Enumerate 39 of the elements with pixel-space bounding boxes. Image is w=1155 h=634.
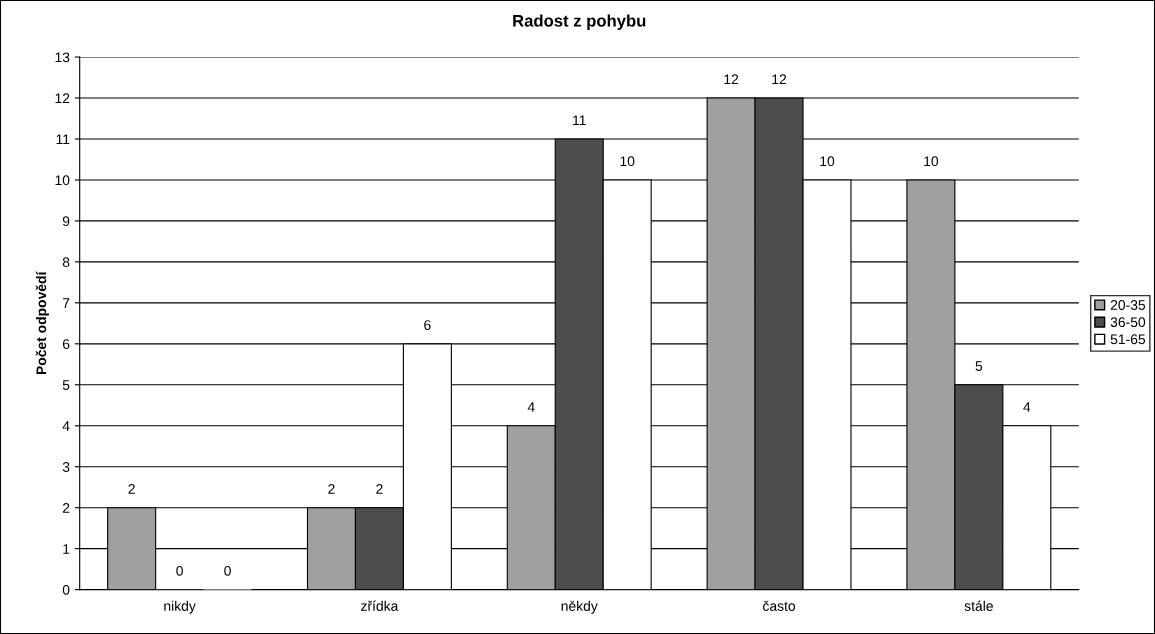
y-tick-label: 5 xyxy=(62,380,70,390)
x-tick-label: nikdy xyxy=(164,600,196,614)
data-label: 4 xyxy=(1023,402,1031,412)
data-label: 4 xyxy=(527,402,535,412)
data-label: 10 xyxy=(620,156,635,167)
data-label: 0 xyxy=(176,565,183,576)
y-tick-label: 0 xyxy=(62,584,70,595)
y-tick-label: 12 xyxy=(55,93,70,104)
chart-title: Radost z pohybu xyxy=(513,14,646,30)
data-label: 12 xyxy=(772,74,787,85)
x-tick-label: zřídka xyxy=(361,600,399,611)
data-label: 10 xyxy=(820,156,835,167)
data-label: 6 xyxy=(424,320,431,330)
y-tick-label: 8 xyxy=(62,257,70,268)
data-label: 2 xyxy=(128,484,135,494)
legend-label: 20-35 xyxy=(1110,300,1146,310)
legend-label: 36-50 xyxy=(1110,317,1146,328)
x-tick-label: někdy xyxy=(561,600,598,614)
y-tick-label: 2 xyxy=(62,503,70,513)
data-label: 10 xyxy=(924,156,939,167)
y-tick-label: 11 xyxy=(56,134,70,145)
data-label: 2 xyxy=(376,484,383,494)
data-label: 5 xyxy=(975,361,983,371)
data-label: 2 xyxy=(328,484,335,494)
x-tick-label: často xyxy=(763,600,796,611)
y-tick-label: 9 xyxy=(62,216,70,227)
y-axis-title: Počet odpovědí xyxy=(35,271,49,375)
y-tick-label: 13 xyxy=(55,52,70,63)
y-tick-label: 3 xyxy=(62,462,70,472)
y-tick-label: 10 xyxy=(55,175,70,186)
x-tick-label: stále xyxy=(964,600,993,611)
data-label: 0 xyxy=(224,565,231,576)
y-tick-label: 4 xyxy=(62,421,70,431)
data-label: 11 xyxy=(573,115,586,125)
y-tick-label: 7 xyxy=(62,298,70,308)
y-tick-label: 1 xyxy=(63,544,70,554)
data-label: 12 xyxy=(724,74,739,85)
legend-label: 51-65 xyxy=(1110,334,1146,345)
y-tick-label: 6 xyxy=(62,339,70,349)
